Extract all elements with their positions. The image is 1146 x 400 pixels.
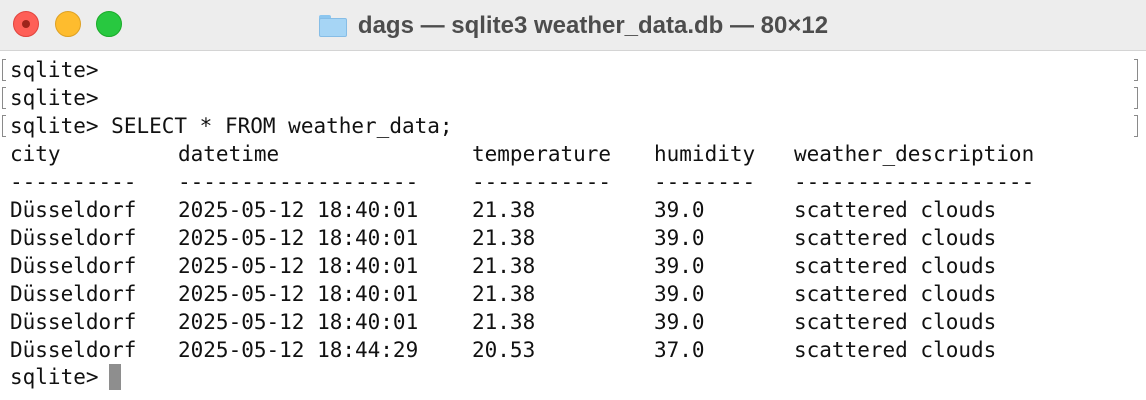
cell-humidity: 39.0: [654, 226, 705, 250]
command-mark-right: [1134, 87, 1138, 109]
zoom-window-button[interactable]: [96, 11, 122, 37]
cell-temperature: 21.38: [472, 310, 536, 334]
cell-weather-description: scattered clouds: [794, 338, 997, 362]
cell-datetime: 2025-05-12 18:40:01: [178, 226, 419, 250]
command-mark-left: [2, 59, 6, 81]
cell-weather-description: scattered clouds: [794, 198, 997, 222]
cell-humidity: 39.0: [654, 254, 705, 278]
terminal-content[interactable]: sqlite> sqlite> sqlite> SELECT * FROM we…: [0, 52, 1146, 400]
table-row: Düsseldorf 2025-05-12 18:40:01 21.38 39.…: [10, 280, 1110, 308]
table-row: Düsseldorf 2025-05-12 18:40:01 21.38 39.…: [10, 196, 1110, 224]
cell-humidity: 37.0: [654, 338, 705, 362]
column-header: humidity: [654, 142, 756, 166]
cell-humidity: 39.0: [654, 310, 705, 334]
column-header: temperature: [472, 142, 612, 166]
command-mark-left: [2, 115, 6, 137]
table-row: Düsseldorf 2025-05-12 18:44:29 20.53 37.…: [10, 336, 1110, 364]
cell-temperature: 21.38: [472, 282, 536, 306]
table-header-row: city datetime temperature humidity weath…: [10, 140, 1110, 168]
cell-datetime: 2025-05-12 18:40:01: [178, 282, 419, 306]
cell-weather-description: scattered clouds: [794, 282, 997, 306]
table-row: Düsseldorf 2025-05-12 18:40:01 21.38 39.…: [10, 252, 1110, 280]
table-separator-row: ---------- ------------------- ---------…: [10, 168, 1110, 196]
history-line: sqlite> SELECT * FROM weather_data;: [10, 112, 453, 140]
window-title: dags — sqlite3 weather_data.db — 80×12: [357, 11, 829, 39]
history-line: sqlite>: [10, 84, 111, 112]
cell-humidity: 39.0: [654, 282, 705, 306]
cell-datetime: 2025-05-12 18:40:01: [178, 254, 419, 278]
folder-icon: [318, 14, 348, 38]
column-separator: -----------: [472, 170, 612, 194]
column-separator: ----------: [10, 170, 137, 194]
cell-weather-description: scattered clouds: [794, 254, 997, 278]
column-header: weather_description: [794, 142, 1035, 166]
cell-city: Düsseldorf: [10, 226, 137, 250]
cell-datetime: 2025-05-12 18:40:01: [178, 198, 419, 222]
cell-city: Düsseldorf: [10, 338, 137, 362]
table-row: Düsseldorf 2025-05-12 18:40:01 21.38 39.…: [10, 224, 1110, 252]
command-mark-right: [1134, 59, 1138, 81]
table-row: Düsseldorf 2025-05-12 18:40:01 21.38 39.…: [10, 308, 1110, 336]
cell-temperature: 21.38: [472, 226, 536, 250]
cell-temperature: 21.38: [472, 198, 536, 222]
close-window-button[interactable]: [13, 11, 39, 37]
cell-temperature: 21.38: [472, 254, 536, 278]
history-line: sqlite>: [10, 56, 111, 84]
prompt: sqlite>: [10, 114, 99, 138]
prompt: sqlite>: [10, 86, 99, 110]
cell-datetime: 2025-05-12 18:44:29: [178, 338, 419, 362]
cell-city: Düsseldorf: [10, 282, 137, 306]
cell-weather-description: scattered clouds: [794, 226, 997, 250]
cell-humidity: 39.0: [654, 198, 705, 222]
cell-city: Düsseldorf: [10, 198, 137, 222]
column-header: city: [10, 142, 61, 166]
prompt: sqlite>: [10, 365, 99, 389]
title-bar[interactable]: dags — sqlite3 weather_data.db — 80×12: [0, 0, 1146, 51]
column-header: datetime: [178, 142, 280, 166]
current-prompt-line[interactable]: sqlite>: [10, 363, 121, 391]
window-title-group: dags — sqlite3 weather_data.db — 80×12: [0, 0, 1146, 51]
close-dot-icon: [22, 20, 30, 28]
cell-temperature: 20.53: [472, 338, 536, 362]
cell-city: Düsseldorf: [10, 310, 137, 334]
column-separator: --------: [654, 170, 756, 194]
column-separator: -------------------: [178, 170, 419, 194]
minimize-window-button[interactable]: [55, 11, 81, 37]
command-mark-left: [2, 87, 6, 109]
cell-weather-description: scattered clouds: [794, 310, 997, 334]
cell-city: Düsseldorf: [10, 254, 137, 278]
command-mark-right: [1134, 115, 1138, 137]
command-text: SELECT * FROM weather_data;: [111, 114, 453, 138]
prompt: sqlite>: [10, 58, 99, 82]
text-cursor: [108, 364, 121, 390]
cell-datetime: 2025-05-12 18:40:01: [178, 310, 419, 334]
column-separator: -------------------: [794, 170, 1035, 194]
